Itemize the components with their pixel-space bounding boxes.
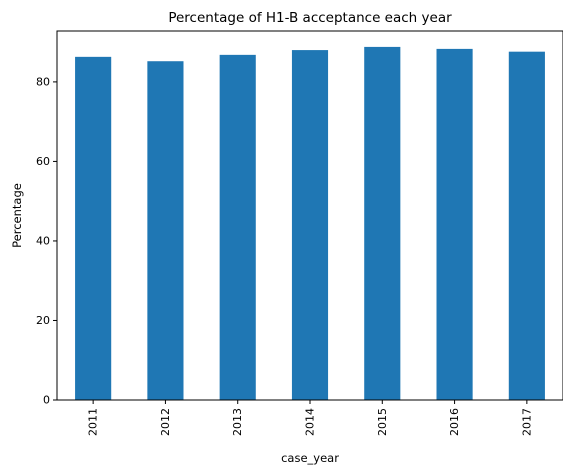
plot-frame [56,30,563,401]
x-tick-label: 2017 [520,408,533,436]
bar-2013 [219,54,256,401]
bar-2014 [291,50,329,401]
x-tick-label: 2014 [304,408,317,436]
y-tick-label: 0 [43,394,50,407]
x-tick-label: 2012 [159,408,172,436]
bar-2016 [436,48,473,400]
x-tick-label: 2011 [87,408,100,436]
y-axis-label: Percentage [10,183,24,248]
x-axis: 2011 2012 2013 2014 2015 2016 2017 [87,400,533,436]
x-tick-label: 2015 [376,408,389,436]
bar-2017 [508,51,545,401]
y-tick-label: 60 [36,155,50,168]
y-tick-label: 80 [36,75,50,88]
x-tick-label: 2013 [231,408,244,436]
chart-title: Percentage of H1-B acceptance each year [168,10,452,26]
y-axis: 0 20 40 60 80 [36,75,57,407]
y-tick-label: 40 [36,234,50,247]
bar-2011 [75,56,112,400]
x-axis-label: case_year [281,451,339,465]
bar-2015 [364,46,401,400]
y-tick-label: 20 [36,314,50,327]
x-tick-label: 2016 [448,408,461,436]
bar-2012 [147,61,184,400]
bars-group [75,46,545,401]
